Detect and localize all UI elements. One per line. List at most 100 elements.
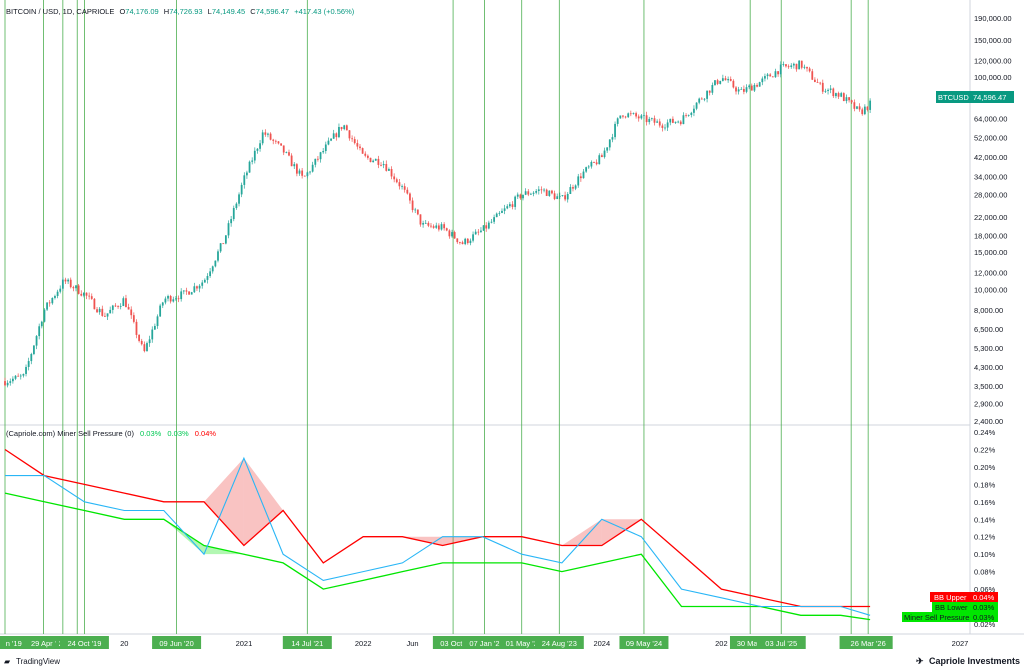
price-tick-label: 12,000.00	[974, 269, 1007, 278]
candle-body	[732, 80, 735, 88]
candle-body	[82, 292, 85, 296]
price-tick-label: 64,000.00	[974, 114, 1007, 123]
candle-body	[593, 161, 595, 163]
candle-body	[837, 93, 840, 97]
event-date-label: 24 Aug '23	[542, 639, 577, 648]
candle-body	[169, 295, 172, 302]
indicator-title: (Capriole.com) Miner Sell Pressure (0)	[6, 429, 134, 438]
candle-body	[711, 85, 714, 93]
candle-body	[603, 150, 606, 158]
candle-body	[590, 161, 593, 167]
candle-body	[827, 89, 829, 91]
candle-body	[800, 60, 803, 68]
candle-body	[737, 89, 740, 92]
candle-body	[280, 143, 283, 146]
candle-body	[530, 193, 532, 195]
candle-body	[188, 291, 190, 295]
candle-body	[211, 266, 214, 272]
candle-body	[611, 137, 614, 140]
candle-body	[366, 155, 369, 158]
candle-body	[582, 171, 585, 179]
candle-body	[151, 329, 154, 340]
indicator-tick-label: 0.10%	[974, 550, 996, 559]
candle-body	[30, 354, 33, 362]
price-tick-label: 6,500.00	[974, 325, 1003, 334]
candle-body	[664, 127, 666, 129]
candle-body	[695, 102, 698, 109]
indicator-tick-label: 0.18%	[974, 480, 996, 489]
price-tick-label: 22,000.00	[974, 213, 1007, 222]
candle-body	[866, 106, 869, 110]
candle-body	[61, 279, 64, 289]
candle-body	[766, 74, 769, 77]
candle-body	[566, 194, 569, 200]
candle-body	[514, 196, 517, 207]
candle-body	[627, 113, 630, 118]
bb-upper-line	[4, 448, 871, 608]
price-tag-label-box	[936, 91, 970, 103]
candle-body	[414, 209, 417, 211]
candle-body	[792, 63, 795, 66]
candle-body	[545, 189, 548, 196]
candle-body	[25, 366, 27, 374]
open-value: 74,176.09	[125, 7, 158, 16]
event-date-box	[23, 636, 64, 649]
candle-body	[535, 191, 538, 193]
above-band-fill	[243, 458, 284, 546]
candle-body	[577, 176, 580, 186]
indicator-tick-label: 0.06%	[974, 585, 996, 594]
candle-body	[727, 78, 730, 81]
candle-body	[222, 243, 225, 245]
indicator-legend: BB Upper 0.04% BB Lower 0.03% Miner Sell…	[902, 592, 998, 622]
event-date-box	[534, 636, 584, 649]
indicator-tick-label: 0.08%	[974, 568, 996, 577]
candle-body	[774, 71, 777, 78]
candle-body	[558, 195, 561, 197]
candle-body	[606, 147, 609, 151]
candle-body	[177, 298, 180, 300]
candle-body	[403, 186, 406, 190]
candle-body	[96, 309, 98, 313]
candle-body	[672, 118, 674, 123]
candle-body	[75, 285, 77, 289]
candle-body	[459, 242, 461, 243]
candle-body	[461, 242, 464, 245]
candle-body	[227, 223, 230, 236]
candle-body	[419, 214, 422, 225]
candle-body	[48, 302, 51, 304]
candle-body	[330, 138, 332, 141]
candle-body	[698, 98, 701, 103]
candle-body	[338, 126, 340, 138]
candle-body	[217, 251, 219, 261]
candle-body	[653, 118, 656, 123]
candle-body	[440, 224, 443, 230]
candle-body	[14, 375, 17, 379]
candle-body	[632, 113, 635, 114]
tradingview-logo[interactable]: ▰ TradingView	[4, 657, 60, 666]
candle-body	[553, 193, 556, 200]
candle-body	[798, 60, 801, 70]
candle-body	[850, 100, 853, 103]
candle-body	[182, 290, 185, 292]
candle-body	[285, 152, 288, 153]
indicator-plot	[4, 448, 871, 621]
bb-upper-value-box	[970, 592, 998, 602]
candle-body	[869, 100, 872, 110]
candle-body	[190, 292, 193, 295]
event-date-box	[756, 636, 806, 649]
candle-body	[138, 334, 141, 341]
candle-body	[648, 118, 651, 123]
indicator-tick-label: 0.02%	[974, 620, 996, 629]
candle-body	[130, 309, 133, 316]
candle-body	[540, 189, 543, 191]
candle-body	[448, 230, 451, 237]
candle-body	[650, 118, 653, 120]
candle-body	[314, 158, 317, 165]
candle-body	[398, 182, 401, 187]
miner-sell-pressure-line	[5, 456, 871, 616]
candle-body	[206, 276, 209, 280]
candle-body	[508, 204, 511, 207]
candle-body	[140, 340, 143, 345]
candle-body	[551, 190, 553, 194]
bb-lower-value-box	[970, 602, 998, 612]
